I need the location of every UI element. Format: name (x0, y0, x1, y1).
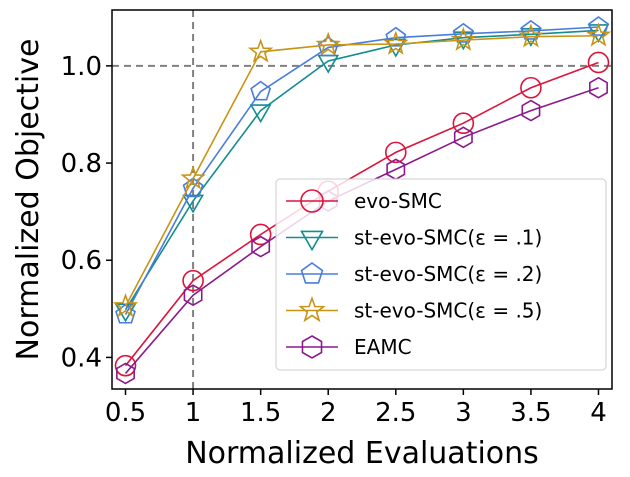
legend-marker (300, 189, 324, 213)
data-point (384, 141, 407, 164)
data-point (450, 26, 477, 51)
legend-marker (300, 230, 324, 252)
data-point (315, 31, 341, 56)
y-tick-label: 0.6 (61, 246, 102, 276)
legend-label: st-evo-SMC(ε = .2) (354, 262, 542, 286)
data-point (452, 22, 474, 43)
data-point (589, 76, 608, 99)
y-tick-label: 0.4 (61, 343, 102, 373)
x-tick-label: 4 (590, 398, 607, 428)
x-tick-label: 3 (455, 398, 472, 428)
x-tick-label: 3.5 (510, 398, 551, 428)
data-point (452, 112, 475, 135)
series-line (124, 29, 599, 311)
series-line (124, 26, 599, 316)
series-0 (114, 51, 610, 377)
legend-label: evo-SMC (354, 189, 442, 213)
data-point (112, 293, 139, 318)
data-point (520, 19, 542, 40)
x-tick-label: 1 (185, 398, 202, 428)
y-axis: 0.4 0.6 0.8 1.0 (61, 52, 112, 373)
data-point (383, 30, 409, 55)
data-point (385, 26, 407, 47)
legend-label: EAMC (354, 335, 412, 359)
x-tick-label: 2 (320, 398, 337, 428)
y-axis-label: Normalized Objective (11, 39, 46, 361)
legend-entry: EAMC (286, 335, 412, 359)
legend: evo-SMC st-evo-SMC(ε = .1) st-evo-SMC(ε = … (275, 178, 607, 371)
data-point (249, 223, 272, 246)
data-point (182, 177, 204, 198)
series-line (124, 61, 599, 367)
legend-entry: evo-SMC (286, 189, 442, 213)
data-point (521, 99, 541, 122)
reference-lines (112, 10, 612, 389)
data-point (114, 354, 137, 377)
x-tick-label: 2.5 (375, 398, 416, 428)
legend-entry: st-evo-SMC(ε = .2) (286, 262, 542, 286)
legend-label: st-evo-SMC(ε = .1) (354, 226, 542, 250)
legend-entry: st-evo-SMC(ε = .5) (286, 296, 542, 323)
series-3 (112, 22, 612, 318)
data-point (116, 362, 135, 385)
y-tick-label: 1.0 (61, 52, 102, 82)
series-layer (112, 16, 612, 385)
series-line (124, 34, 599, 307)
x-tick-label: 1.5 (240, 398, 281, 428)
data-point (115, 303, 136, 324)
legend-marker (298, 296, 326, 323)
y-tick-label: 0.8 (61, 149, 102, 179)
data-point (453, 126, 473, 149)
data-point (250, 80, 272, 101)
legend-marker (301, 335, 323, 359)
data-point (588, 16, 609, 36)
data-point (518, 23, 544, 48)
data-point (587, 51, 610, 74)
x-axis: 0.5 1 1.5 2 2.5 3 3.5 4 (105, 389, 607, 428)
data-point (317, 54, 340, 74)
legend-box (275, 178, 607, 371)
data-point (520, 76, 542, 99)
plot-frame (111, 9, 613, 390)
data-point (249, 104, 272, 124)
legend-entry: st-evo-SMC(ε = .1) (286, 226, 542, 252)
data-point (183, 284, 203, 307)
data-point (247, 38, 274, 63)
data-point (182, 269, 204, 292)
legend-marker (300, 262, 324, 284)
x-axis-label: Normalized Evaluations (185, 436, 539, 471)
data-point (251, 235, 271, 258)
data-point (182, 194, 204, 214)
x-tick-label: 0.5 (105, 398, 146, 428)
legend-label: st-evo-SMC(ε = .5) (354, 299, 542, 323)
data-point (180, 165, 206, 190)
data-point (585, 22, 612, 47)
